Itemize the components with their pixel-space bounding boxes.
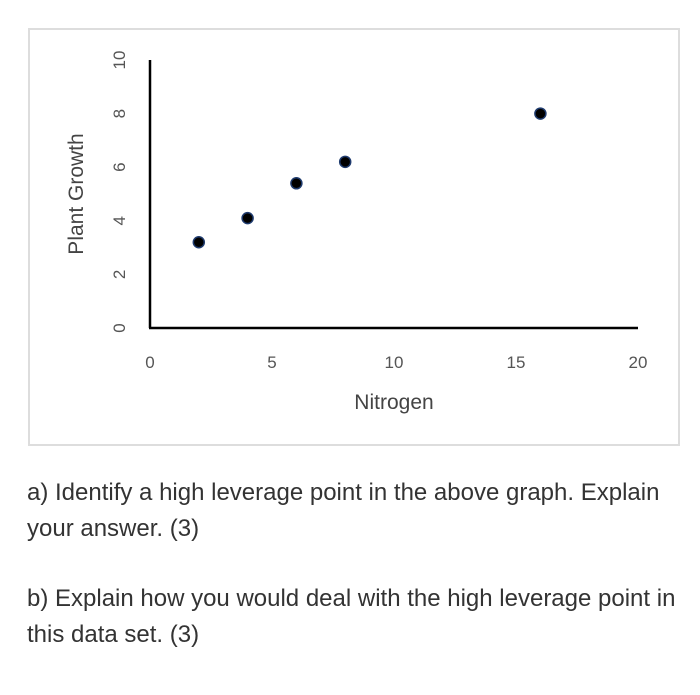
y-tick-label: 8 bbox=[110, 109, 129, 118]
x-tick-label: 10 bbox=[385, 353, 404, 372]
scatter-chart: 0 2 4 6 8 10 0 5 10 15 20 Nitrogen Plant Growth bbox=[65, 51, 647, 414]
question-b: b) Explain how you would deal with the h… bbox=[27, 585, 676, 648]
x-tick-labels: 0 5 10 15 20 bbox=[145, 353, 647, 372]
data-point bbox=[534, 107, 547, 120]
data-point bbox=[338, 155, 352, 169]
y-tick-label: 4 bbox=[110, 216, 129, 225]
data-point bbox=[192, 235, 206, 249]
y-tick-label: 2 bbox=[110, 270, 129, 279]
data-point bbox=[241, 211, 254, 225]
y-tick-label: 6 bbox=[110, 162, 129, 171]
chart-container: 0 2 4 6 8 10 0 5 10 15 20 Nitrogen Plant Growth bbox=[28, 28, 680, 446]
x-tick-label: 0 bbox=[145, 353, 154, 372]
x-axis-title: Nitrogen bbox=[354, 391, 433, 414]
x-tick-label: 5 bbox=[267, 353, 276, 372]
data-point bbox=[290, 177, 303, 190]
y-tick-labels: 0 2 4 6 8 10 bbox=[110, 51, 129, 333]
y-axis-title: Plant Growth bbox=[65, 133, 88, 254]
x-tick-label: 15 bbox=[507, 353, 526, 372]
y-tick-label: 0 bbox=[110, 323, 129, 332]
data-points bbox=[192, 107, 547, 249]
question-a: a) Identify a high leverage point in the… bbox=[27, 479, 660, 542]
x-tick-label: 20 bbox=[629, 353, 648, 372]
y-tick-label: 10 bbox=[110, 51, 129, 70]
